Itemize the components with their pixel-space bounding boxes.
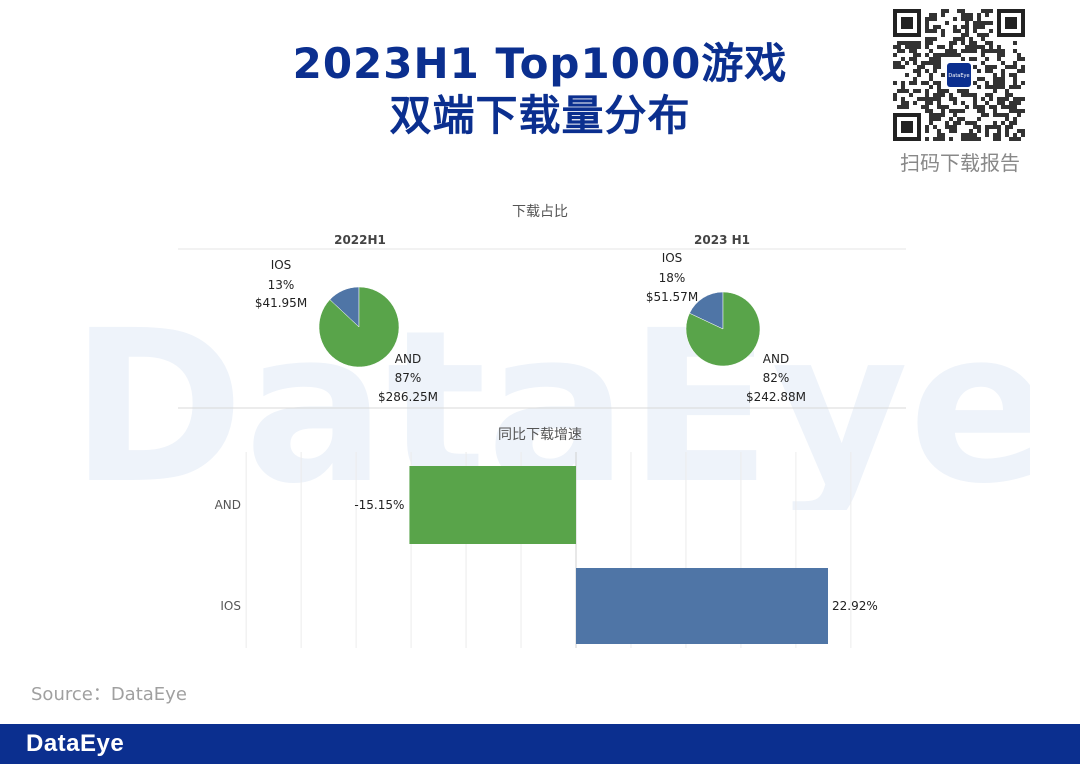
slice-percent: 18% [659,271,686,285]
pie-left-ios-label: IOS 13% $41.95M [255,258,307,310]
footer-bar: DataEye [0,724,1080,764]
bar-chart: AND -15.15% IOS 22.92% [215,466,878,644]
slice-name: AND [763,352,789,366]
data-label: 22.92% [832,599,878,613]
pie-left-subtitle: 2022H1 [334,233,386,247]
pie-slice-and [318,286,400,368]
pie-slice-ios [689,291,724,330]
slice-name: IOS [271,258,292,272]
pie-right-and-label: AND 82% $242.88M [746,352,806,404]
slice-percent: 87% [395,371,422,385]
title-line-2: 双端下载量分布 [389,91,691,140]
bar-ios [576,568,828,644]
pie-section-title: 下载占比 [512,204,568,220]
slice-name: IOS [662,251,683,265]
slice-value: $286.25M [378,390,438,404]
slice-value: $41.95M [255,296,307,310]
slice-name: AND [395,352,421,366]
qr-center-logo [947,63,971,87]
pie-chart-2022h1 [318,286,400,368]
qr-center-label: DataEye [948,73,969,79]
slice-value: $242.88M [746,390,806,404]
bar-chart-title: 同比下载增速 [498,427,582,443]
pie-left-and-label: AND 87% $286.25M [378,352,438,404]
title-line-1: 2023H1 Top1000游戏 [292,39,788,88]
footer-logo: DataEye [26,730,125,757]
pie-right-subtitle: 2023 H1 [694,233,750,247]
source-note: Source：DataEye [31,684,187,705]
category-label: AND [215,498,241,512]
data-label: -15.15% [354,498,404,512]
pie-chart-2023h1 [685,291,761,367]
slice-percent: 82% [763,371,790,385]
category-label: IOS [220,599,241,613]
page-title: 2023H1 Top1000游戏 双端下载量分布 [200,38,880,142]
bar-and [409,466,576,544]
qr-code[interactable]: DataEye [890,6,1028,142]
slice-value: $51.57M [646,290,698,304]
qr-caption: 扫码下载报告 [900,151,1020,175]
pie-slice-and [685,291,761,367]
slice-percent: 13% [268,278,295,292]
pie-right-ios-label: IOS 18% $51.57M [646,251,698,304]
